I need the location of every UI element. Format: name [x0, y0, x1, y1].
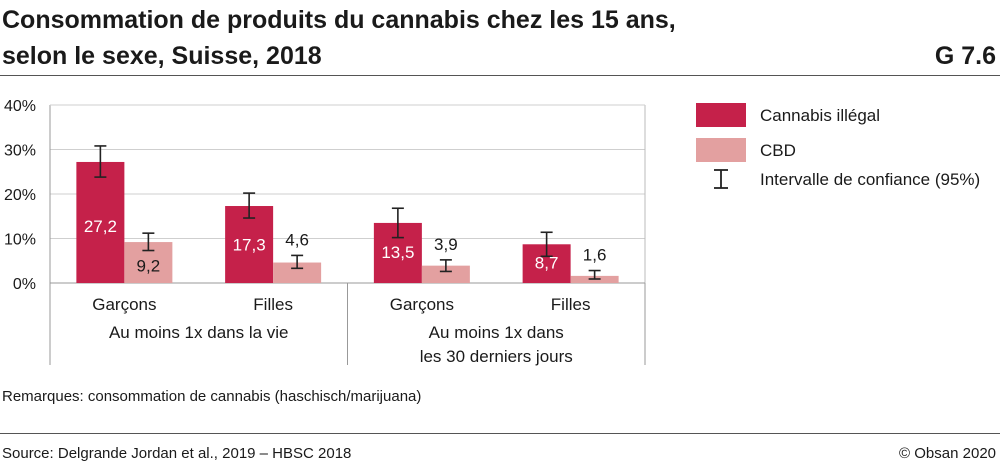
bar [76, 161, 125, 283]
data-label: 4,6 [285, 230, 309, 249]
data-label: 1,6 [583, 246, 607, 265]
bar [421, 265, 470, 283]
y-tick-label: 20% [4, 187, 36, 204]
bar [273, 262, 322, 283]
x-group-label: Au moins 1x dans [429, 323, 564, 342]
data-label: 27,2 [84, 217, 117, 236]
legend-label: Intervalle de confiance (95%) [760, 170, 980, 189]
legend-swatch [696, 103, 746, 127]
data-label: 17,3 [233, 236, 266, 255]
bar [225, 206, 274, 283]
y-tick-label: 40% [4, 98, 36, 115]
copyright-text: © Obsan 2020 [899, 445, 996, 462]
data-label: 9,2 [137, 257, 161, 276]
top-rule [0, 75, 1000, 76]
x-category-label: Filles [253, 295, 293, 314]
legend-label: Cannabis illégal [760, 106, 880, 125]
bottom-rule [0, 433, 1000, 434]
x-group-label: les 30 derniers jours [420, 347, 573, 366]
legend-label: CBD [760, 141, 796, 160]
x-category-label: Garçons [92, 295, 156, 314]
remark-note: Remarques: consommation de cannabis (has… [2, 388, 422, 405]
x-category-label: Filles [551, 295, 591, 314]
legend-swatch [696, 138, 746, 162]
data-label: 3,9 [434, 235, 458, 254]
bar-chart: 0% 10% 20% 30% 40% 27,2 17,3 13,5 8,7 9,2 4,6 3,9 1,… [4, 98, 980, 366]
data-label: 13,5 [381, 243, 414, 262]
data-label: 8,7 [535, 253, 559, 272]
y-tick-label: 10% [4, 232, 36, 249]
y-tick-label: 30% [4, 143, 36, 160]
x-group-label: Au moins 1x dans la vie [109, 323, 289, 342]
y-tick-label: 0% [13, 276, 36, 293]
x-category-label: Garçons [390, 295, 454, 314]
title-line-2: selon le sexe, Suisse, 2018 [2, 42, 322, 70]
source-text: Source: Delgrande Jordan et al., 2019 – … [2, 445, 352, 462]
figure-code: G 7.6 [934, 42, 996, 70]
chart-title: Consommation de produits du cannabis che… [2, 2, 902, 74]
title-line-1: Consommation de produits du cannabis che… [2, 6, 676, 34]
